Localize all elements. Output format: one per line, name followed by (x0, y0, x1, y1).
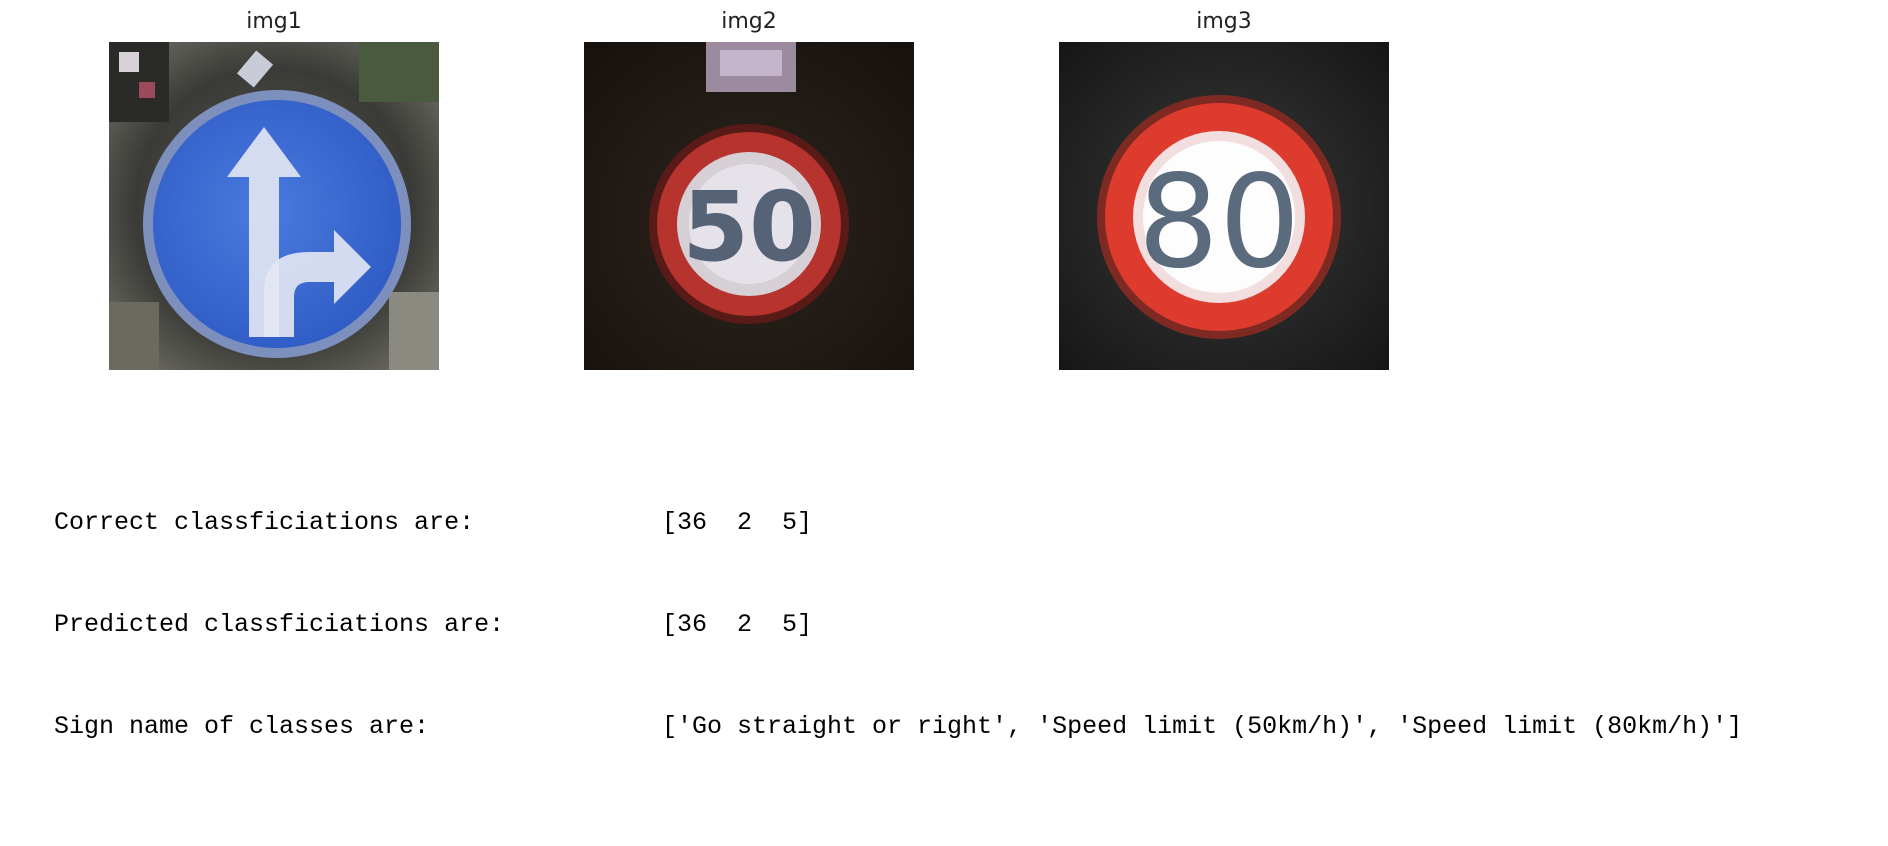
predicted-value: [36 2 5] (662, 610, 813, 639)
speed-limit-50-sign-icon: 50 (584, 42, 914, 370)
image-title-3: img3 (1196, 9, 1252, 34)
image-panel-3: img3 80 (1059, 0, 1389, 372)
image-frame-2: 50 (584, 42, 914, 370)
sign-text-50: 50 (682, 171, 816, 283)
output-row-correct: Correct classficiations are: [36 2 5] (54, 506, 812, 540)
output-row-predicted: Predicted classficiations are: [36 2 5] (54, 608, 812, 642)
classification-output: Correct classficiations are: [36 2 5] Pr… (54, 438, 1742, 778)
image-title-2: img2 (721, 9, 777, 34)
go-straight-or-right-sign-icon (109, 42, 439, 370)
image-frame-3: 80 (1059, 42, 1389, 370)
predicted-label: Predicted classficiations are: (54, 610, 505, 639)
output-row-sign-names: Sign name of classes are: ['Go straight … (54, 710, 1742, 744)
image-panel-2: img2 50 (584, 0, 914, 372)
correct-label: Correct classficiations are: (54, 508, 475, 537)
sign-text-80: 80 (1138, 148, 1301, 297)
sign-names-label: Sign name of classes are: (54, 712, 430, 741)
image-title-1: img1 (246, 9, 302, 34)
image-frame-1 (109, 42, 439, 370)
image-panel-1: img1 (109, 0, 439, 372)
correct-value: [36 2 5] (662, 508, 813, 537)
speed-limit-80-sign-icon: 80 (1059, 42, 1389, 370)
sign-names-value: ['Go straight or right', 'Speed limit (5… (662, 712, 1743, 741)
